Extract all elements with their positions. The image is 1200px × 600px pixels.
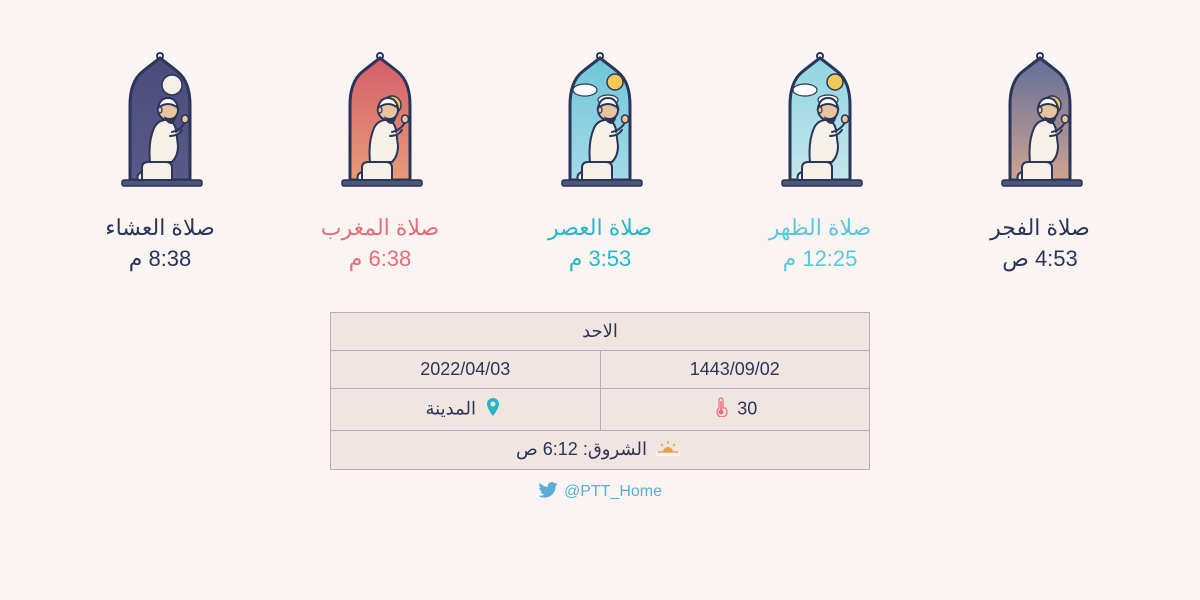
location-pin-icon — [485, 398, 501, 421]
sunrise-icon — [656, 440, 680, 461]
prayer-time: 12:25 م — [783, 246, 858, 272]
prayer-icon-maghrib — [320, 50, 440, 200]
prayer-name: صلاة المغرب — [321, 215, 439, 241]
day-name-cell: الاحد — [331, 313, 870, 351]
twitter-handle: @PTT_Home — [564, 483, 662, 501]
prayer-icon-dhuhr — [760, 50, 880, 200]
info-table: الاحد 2022/04/03 1443/09/02 المدينة 30 ا… — [330, 312, 870, 470]
thermometer-icon — [716, 397, 728, 422]
prayer-time: 6:38 م — [349, 246, 412, 272]
prayer-card-isha: صلاة العشاء 8:38 م — [85, 50, 235, 272]
prayer-name: صلاة العصر — [548, 215, 652, 241]
sunrise-label: الشروق: — [583, 439, 647, 459]
city-cell: المدينة — [331, 389, 601, 431]
sunrise-cell: الشروق: 6:12 ص — [331, 431, 870, 470]
gregorian-date-cell: 2022/04/03 — [331, 351, 601, 389]
sunrise-time: 6:12 ص — [516, 439, 578, 459]
prayer-icon-fajr — [980, 50, 1100, 200]
prayers-row: صلاة العشاء 8:38 م — [85, 50, 1115, 272]
prayer-name: صلاة الفجر — [990, 215, 1090, 241]
hijri-date-cell: 1443/09/02 — [600, 351, 870, 389]
prayer-card-maghrib: صلاة المغرب 6:38 م — [305, 50, 455, 272]
temperature-cell: 30 — [600, 389, 870, 431]
prayer-name: صلاة الظهر — [769, 215, 872, 241]
prayer-name: صلاة العشاء — [105, 215, 215, 241]
prayer-time: 8:38 م — [129, 246, 192, 272]
prayer-time: 4:53 ص — [1002, 246, 1078, 272]
temperature-value: 30 — [737, 398, 757, 418]
twitter-footer: @PTT_Home — [538, 482, 662, 503]
city-label: المدينة — [426, 398, 476, 418]
prayer-card-fajr: صلاة الفجر 4:53 ص — [965, 50, 1115, 272]
prayer-icon-isha — [100, 50, 220, 200]
prayer-card-asr: صلاة العصر 3:53 م — [525, 50, 675, 272]
prayer-card-dhuhr: صلاة الظهر 12:25 م — [745, 50, 895, 272]
prayer-time: 3:53 م — [569, 246, 632, 272]
twitter-bird-icon — [538, 482, 558, 503]
prayer-icon-asr — [540, 50, 660, 200]
